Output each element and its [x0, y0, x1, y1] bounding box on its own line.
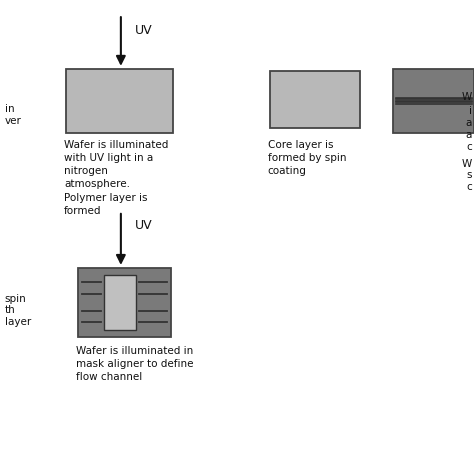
Text: c: c	[466, 182, 472, 192]
Text: spin: spin	[5, 293, 27, 304]
Text: UV: UV	[135, 219, 153, 232]
Text: i: i	[469, 106, 472, 117]
Bar	[393, 69, 474, 133]
Text: c: c	[466, 142, 472, 152]
Text: W: W	[461, 158, 472, 169]
Text: th: th	[5, 305, 16, 316]
Text: W: W	[461, 92, 472, 102]
Text: Core layer is
formed by spin
coating: Core layer is formed by spin coating	[268, 140, 346, 176]
Bar	[78, 268, 171, 337]
Text: s: s	[466, 170, 472, 181]
Text: Wafer is illuminated in
mask aligner to define
flow channel: Wafer is illuminated in mask aligner to …	[76, 346, 193, 383]
Text: in: in	[5, 104, 14, 114]
Text: ver: ver	[5, 116, 22, 126]
Text: layer: layer	[5, 317, 31, 328]
Bar	[270, 71, 360, 128]
Bar	[66, 69, 173, 133]
Text: UV: UV	[135, 24, 153, 37]
Text: a: a	[465, 118, 472, 128]
Bar	[104, 275, 136, 330]
Text: Wafer is illuminated
with UV light in a
nitrogen
atmosphere.
Polymer layer is
fo: Wafer is illuminated with UV light in a …	[64, 140, 168, 216]
Text: a: a	[465, 130, 472, 140]
